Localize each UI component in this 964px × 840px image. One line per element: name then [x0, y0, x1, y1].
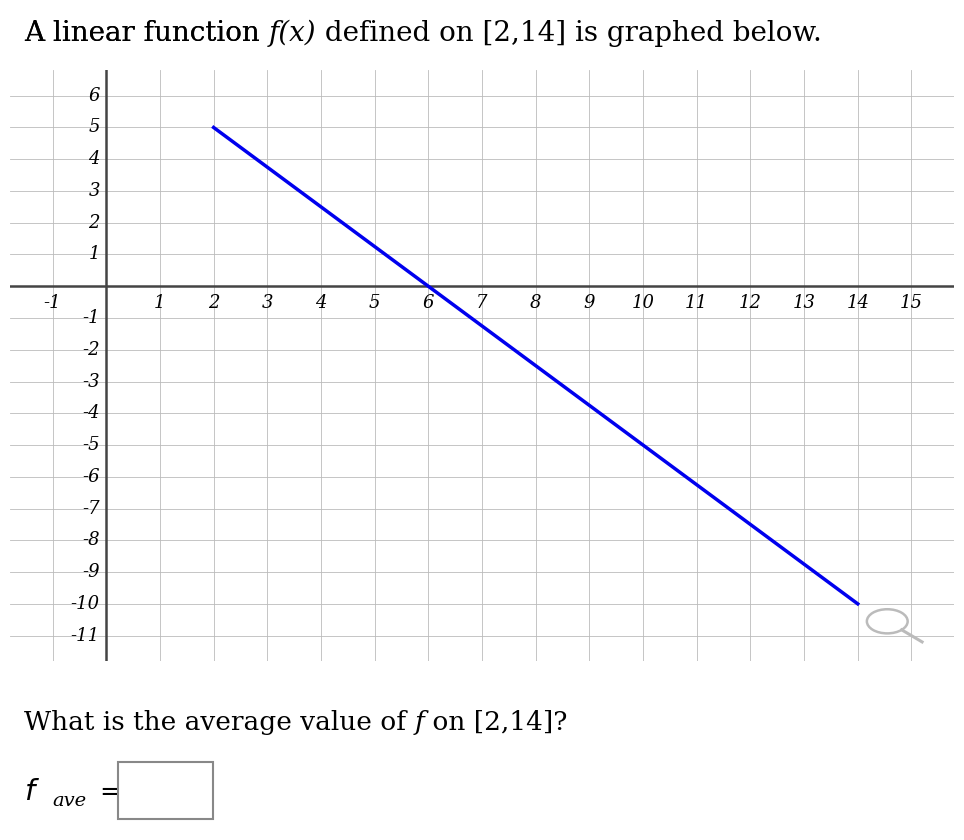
Text: 3: 3 [261, 294, 273, 312]
Text: -3: -3 [82, 372, 100, 391]
Text: 10: 10 [631, 294, 655, 312]
Text: 8: 8 [530, 294, 542, 312]
FancyBboxPatch shape [119, 762, 213, 819]
Text: 5: 5 [369, 294, 381, 312]
Text: =: = [99, 780, 121, 805]
Text: 9: 9 [583, 294, 595, 312]
Text: A linear function: A linear function [24, 20, 268, 47]
Text: -1: -1 [43, 294, 62, 312]
Text: $f$: $f$ [24, 778, 40, 806]
Text: -2: -2 [82, 341, 100, 359]
Text: ave: ave [52, 791, 86, 810]
Text: 13: 13 [792, 294, 816, 312]
Text: 6: 6 [422, 294, 434, 312]
Text: defined on [2,14] is graphed below.: defined on [2,14] is graphed below. [316, 20, 822, 47]
Text: 4: 4 [315, 294, 327, 312]
Text: -8: -8 [82, 532, 100, 549]
Text: 15: 15 [900, 294, 923, 312]
Text: 12: 12 [738, 294, 762, 312]
Text: -6: -6 [82, 468, 100, 486]
Text: 3: 3 [89, 182, 100, 200]
Text: 2: 2 [89, 213, 100, 232]
Text: -5: -5 [82, 436, 100, 454]
Text: 11: 11 [685, 294, 709, 312]
Text: 2: 2 [208, 294, 220, 312]
Text: f(x): f(x) [268, 19, 316, 47]
Text: -4: -4 [82, 404, 100, 423]
Text: 7: 7 [476, 294, 488, 312]
Text: 1: 1 [89, 245, 100, 264]
Text: -1: -1 [82, 309, 100, 327]
Text: on [2,14]?: on [2,14]? [424, 710, 567, 735]
Text: -7: -7 [82, 500, 100, 517]
Text: 6: 6 [89, 87, 100, 105]
Text: What is the average value of: What is the average value of [24, 710, 415, 735]
Text: 1: 1 [154, 294, 166, 312]
Text: -9: -9 [82, 563, 100, 581]
Text: 14: 14 [846, 294, 870, 312]
Text: A linear function: A linear function [24, 20, 268, 47]
Text: -11: -11 [70, 627, 100, 644]
Text: 5: 5 [89, 118, 100, 136]
Text: 4: 4 [89, 150, 100, 168]
Text: f: f [415, 710, 424, 735]
Text: -10: -10 [70, 595, 100, 613]
